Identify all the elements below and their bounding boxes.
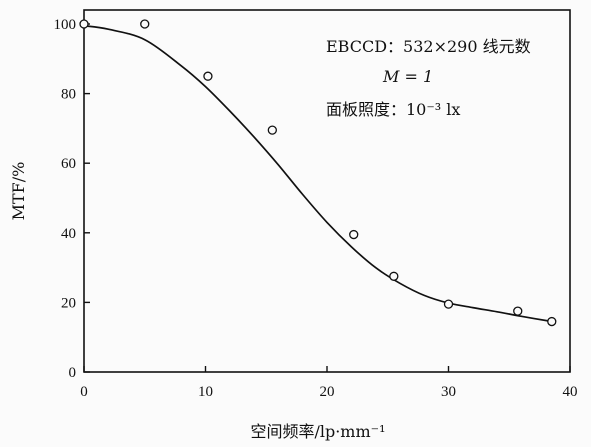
x-tick-label-4: 40 <box>563 384 578 400</box>
y-tick-label-0: 0 <box>69 365 77 381</box>
fit-curve <box>83 24 552 323</box>
x-tick-label-1: 10 <box>198 384 213 400</box>
data-point-4 <box>349 229 359 240</box>
y-axis-label: MTF/% <box>9 162 28 221</box>
y-tick-label-5: 100 <box>54 17 77 33</box>
data-point-3 <box>267 125 277 135</box>
data-point-5 <box>389 271 399 281</box>
tick-labels: 0 10 20 30 40 0 20 40 60 80 100 <box>54 17 578 400</box>
ticks <box>83 23 571 373</box>
data-point-1 <box>140 19 150 29</box>
data-points <box>79 19 557 327</box>
annotation-illuminance: 面板照度：10⁻³ lx <box>326 100 460 119</box>
data-point-6 <box>443 299 454 309</box>
annotation-magnification: M = 1 <box>382 67 433 86</box>
x-tick-label-3: 30 <box>441 384 456 400</box>
annotation-sensor: EBCCD：532×290 线元数 <box>326 37 531 56</box>
y-tick-label-1: 20 <box>61 295 76 311</box>
data-point-8 <box>547 316 557 327</box>
plot-frame <box>83 9 571 373</box>
x-axis-label: 空间频率/lp·mm⁻¹ <box>250 422 385 441</box>
y-tick-label-2: 40 <box>61 226 76 242</box>
x-tick-label-0: 0 <box>80 384 88 400</box>
y-tick-label-4: 80 <box>61 87 76 103</box>
y-tick-label-3: 60 <box>61 156 76 172</box>
x-tick-label-2: 20 <box>320 384 335 400</box>
data-point-2 <box>203 71 213 81</box>
data-point-0 <box>79 19 89 29</box>
data-point-7 <box>513 306 523 316</box>
